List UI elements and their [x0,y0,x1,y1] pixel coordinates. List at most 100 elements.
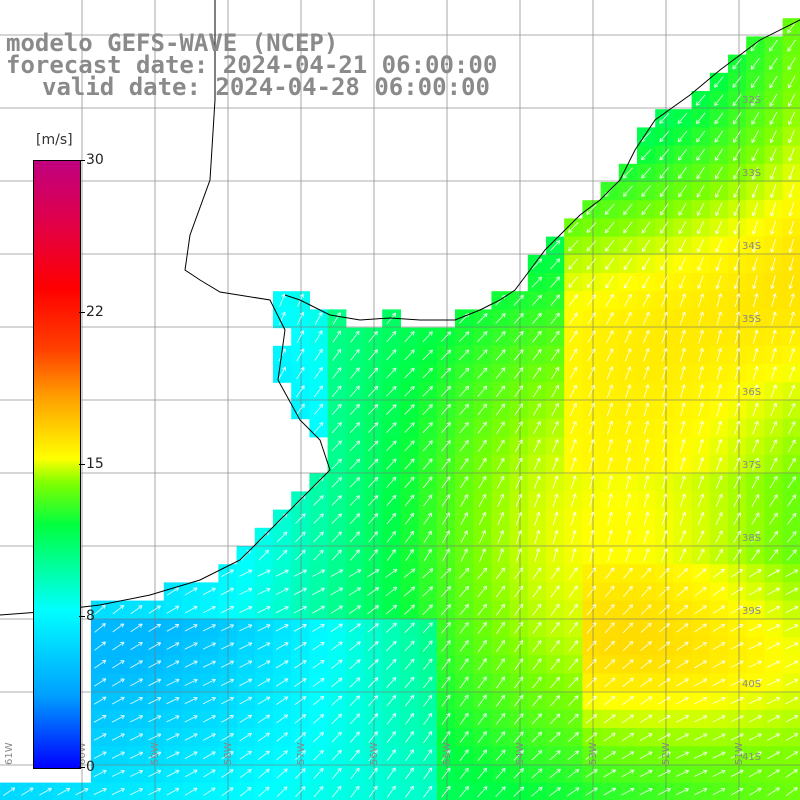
wind-arrow [622,659,634,670]
wind-arrow [698,438,705,453]
wind-arrow [496,639,506,653]
wind-arrow [715,220,723,235]
wind-arrow [550,640,560,652]
wind-arrow [93,678,107,687]
wind-arrow [585,769,598,778]
wind-arrow [785,624,799,632]
wind-arrow [625,384,632,399]
wind-arrow [680,366,686,380]
wind-arrow [367,494,379,506]
wind-arrow [698,311,705,326]
wind-arrow [770,366,777,380]
wind-arrow [367,623,379,633]
wind-arrow [660,239,669,253]
wind-arrow [331,495,343,506]
wind-arrow [570,511,577,526]
wind-arrow [257,606,271,614]
wind-arrow [404,367,415,379]
wind-arrow [730,769,744,778]
wind-arrow [733,257,740,271]
wind-arrow [497,511,505,526]
wind-arrow [625,493,632,508]
wind-arrow [294,714,307,724]
wind-arrow [661,511,668,526]
wind-arrow [350,367,360,379]
wind-arrow [441,676,451,689]
wind-arrow [296,311,304,325]
wind-arrow [514,658,524,671]
wind-arrow [221,733,234,741]
wind-arrow [751,184,759,198]
wind-arrow [296,330,305,344]
wind-arrow [550,276,561,288]
wind-arrow [712,715,726,723]
wind-arrow [477,349,488,361]
colorbar-tick-15: 15 [86,456,104,472]
wind-arrow [440,585,452,597]
wind-arrow [166,624,180,632]
wind-arrow [367,422,379,434]
wind-arrow [661,366,668,380]
wind-arrow [202,605,216,614]
longitude-label: 54W [515,742,526,765]
wind-arrow [586,658,597,670]
wind-arrow [643,457,650,471]
wind-arrow [368,713,379,725]
wind-arrow [732,94,742,107]
wind-arrow [278,366,286,380]
wind-arrow [697,257,704,271]
wind-arrow [770,402,778,417]
wind-arrow [588,420,595,435]
wind-arrow [332,348,342,361]
wind-arrow [75,787,89,796]
wind-arrow [712,733,726,741]
wind-arrow [786,549,797,561]
wind-arrow [625,548,632,562]
wind-arrow [549,787,562,797]
wind-arrow [550,330,560,343]
wind-arrow [350,749,360,761]
wind-arrow [477,786,488,798]
wind-arrow [621,769,635,778]
wind-arrow [93,751,107,759]
wind-arrow [366,569,380,578]
wind-arrow [603,714,616,724]
wind-arrow [477,676,487,689]
wind-arrow [676,733,690,741]
wind-arrow [551,421,559,435]
wind-arrow [112,660,125,669]
wind-arrow [730,787,744,796]
wind-arrow [441,440,451,452]
wind-arrow [643,438,650,453]
wind-arrow [716,347,723,362]
wind-arrow [679,511,687,526]
wind-arrow [423,767,433,780]
wind-arrow [441,749,451,762]
wind-arrow [294,732,307,743]
wind-arrow [295,531,306,543]
wind-arrow [422,440,433,452]
wind-arrow [531,258,543,270]
wind-arrow [184,733,198,741]
wind-arrow [716,402,723,417]
wind-arrow [679,329,686,344]
wind-arrow [130,787,144,796]
wind-arrow [603,751,616,760]
wind-arrow [785,696,799,705]
wind-arrow [348,605,362,615]
wind-arrow [549,240,561,252]
wind-arrow [441,494,451,507]
wind-arrow [257,696,271,705]
wind-arrow [551,439,559,453]
wind-arrow [750,57,760,70]
wind-arrow [787,39,796,52]
wind-arrow [643,366,650,380]
wind-arrow [148,787,162,796]
wind-arrow [769,75,778,89]
wind-arrow [296,348,305,362]
wind-arrow [716,420,723,435]
wind-arrow [313,713,325,724]
wind-arrow [679,475,686,490]
wind-arrow [405,548,414,562]
wind-arrow [568,294,579,307]
